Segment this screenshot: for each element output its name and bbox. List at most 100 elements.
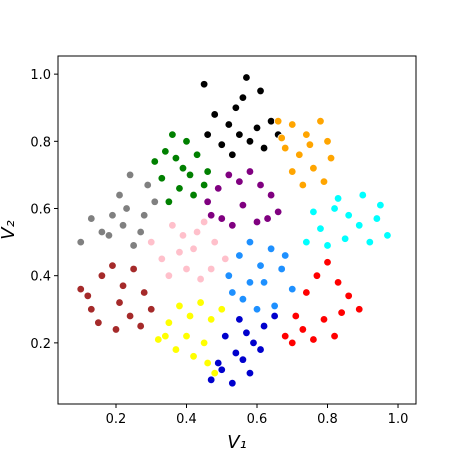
point <box>256 180 265 190</box>
point <box>76 284 85 294</box>
point <box>305 140 315 149</box>
point <box>87 305 96 314</box>
point <box>115 298 124 307</box>
point <box>199 338 209 348</box>
point <box>206 315 216 324</box>
point <box>245 368 255 378</box>
point <box>97 271 107 280</box>
point <box>298 180 308 190</box>
point <box>164 271 174 280</box>
point <box>330 331 339 341</box>
point <box>108 211 117 220</box>
point <box>125 170 135 180</box>
point <box>259 278 269 287</box>
point <box>217 365 226 374</box>
point <box>214 358 223 368</box>
point <box>199 80 209 89</box>
y-tick-label: 0.2 <box>30 337 51 352</box>
point <box>203 167 212 176</box>
point <box>270 311 279 321</box>
point <box>259 321 269 331</box>
point <box>210 368 219 378</box>
point <box>111 325 121 334</box>
point <box>168 221 177 230</box>
point <box>252 123 262 133</box>
point <box>157 174 167 183</box>
point <box>302 130 311 139</box>
point <box>256 261 265 270</box>
point <box>217 140 226 149</box>
point <box>330 204 339 213</box>
point <box>161 147 170 156</box>
point <box>185 170 195 180</box>
point <box>252 217 262 227</box>
point <box>309 335 318 344</box>
point <box>228 288 237 297</box>
point <box>270 301 279 311</box>
point <box>175 247 184 257</box>
point <box>136 321 145 331</box>
y-tick-label: 1.0 <box>30 68 51 83</box>
point <box>277 133 286 143</box>
point <box>245 278 255 287</box>
point <box>224 170 234 180</box>
point <box>319 315 329 324</box>
point <box>192 150 202 159</box>
point <box>266 116 276 126</box>
point <box>164 197 174 206</box>
point <box>203 197 212 206</box>
point <box>238 93 248 102</box>
point <box>147 237 156 247</box>
point <box>199 217 209 227</box>
point <box>235 130 244 139</box>
point <box>266 244 276 254</box>
point <box>154 335 163 344</box>
point <box>168 130 177 139</box>
point <box>316 224 325 233</box>
point <box>164 318 174 327</box>
point <box>178 163 188 173</box>
point <box>242 73 251 82</box>
point <box>136 227 145 237</box>
x-tick-label: 1.0 <box>388 412 409 427</box>
point <box>245 137 255 146</box>
point <box>224 271 234 280</box>
point <box>189 190 198 200</box>
point <box>97 227 107 237</box>
point <box>372 214 382 223</box>
point <box>326 153 336 163</box>
point <box>221 331 230 341</box>
point <box>277 264 286 274</box>
point <box>291 311 300 321</box>
point <box>217 214 226 223</box>
point <box>196 274 205 284</box>
point <box>104 231 114 240</box>
x-tick-label: 0.8 <box>317 412 338 427</box>
point <box>206 264 216 274</box>
point <box>182 331 191 341</box>
point <box>288 167 297 176</box>
point <box>312 271 322 280</box>
point <box>333 194 343 203</box>
point <box>281 331 290 341</box>
point <box>129 264 138 274</box>
point <box>206 211 216 220</box>
point <box>199 180 209 190</box>
point <box>273 207 283 217</box>
point <box>175 301 184 311</box>
point <box>344 291 353 301</box>
point <box>245 167 255 176</box>
point <box>214 184 223 193</box>
point <box>235 251 244 260</box>
point <box>273 116 283 126</box>
point <box>196 298 205 307</box>
point <box>157 254 167 264</box>
point <box>189 352 198 361</box>
point <box>150 157 159 166</box>
point <box>118 281 128 290</box>
point <box>203 130 212 139</box>
point <box>83 291 92 301</box>
point <box>210 110 219 119</box>
